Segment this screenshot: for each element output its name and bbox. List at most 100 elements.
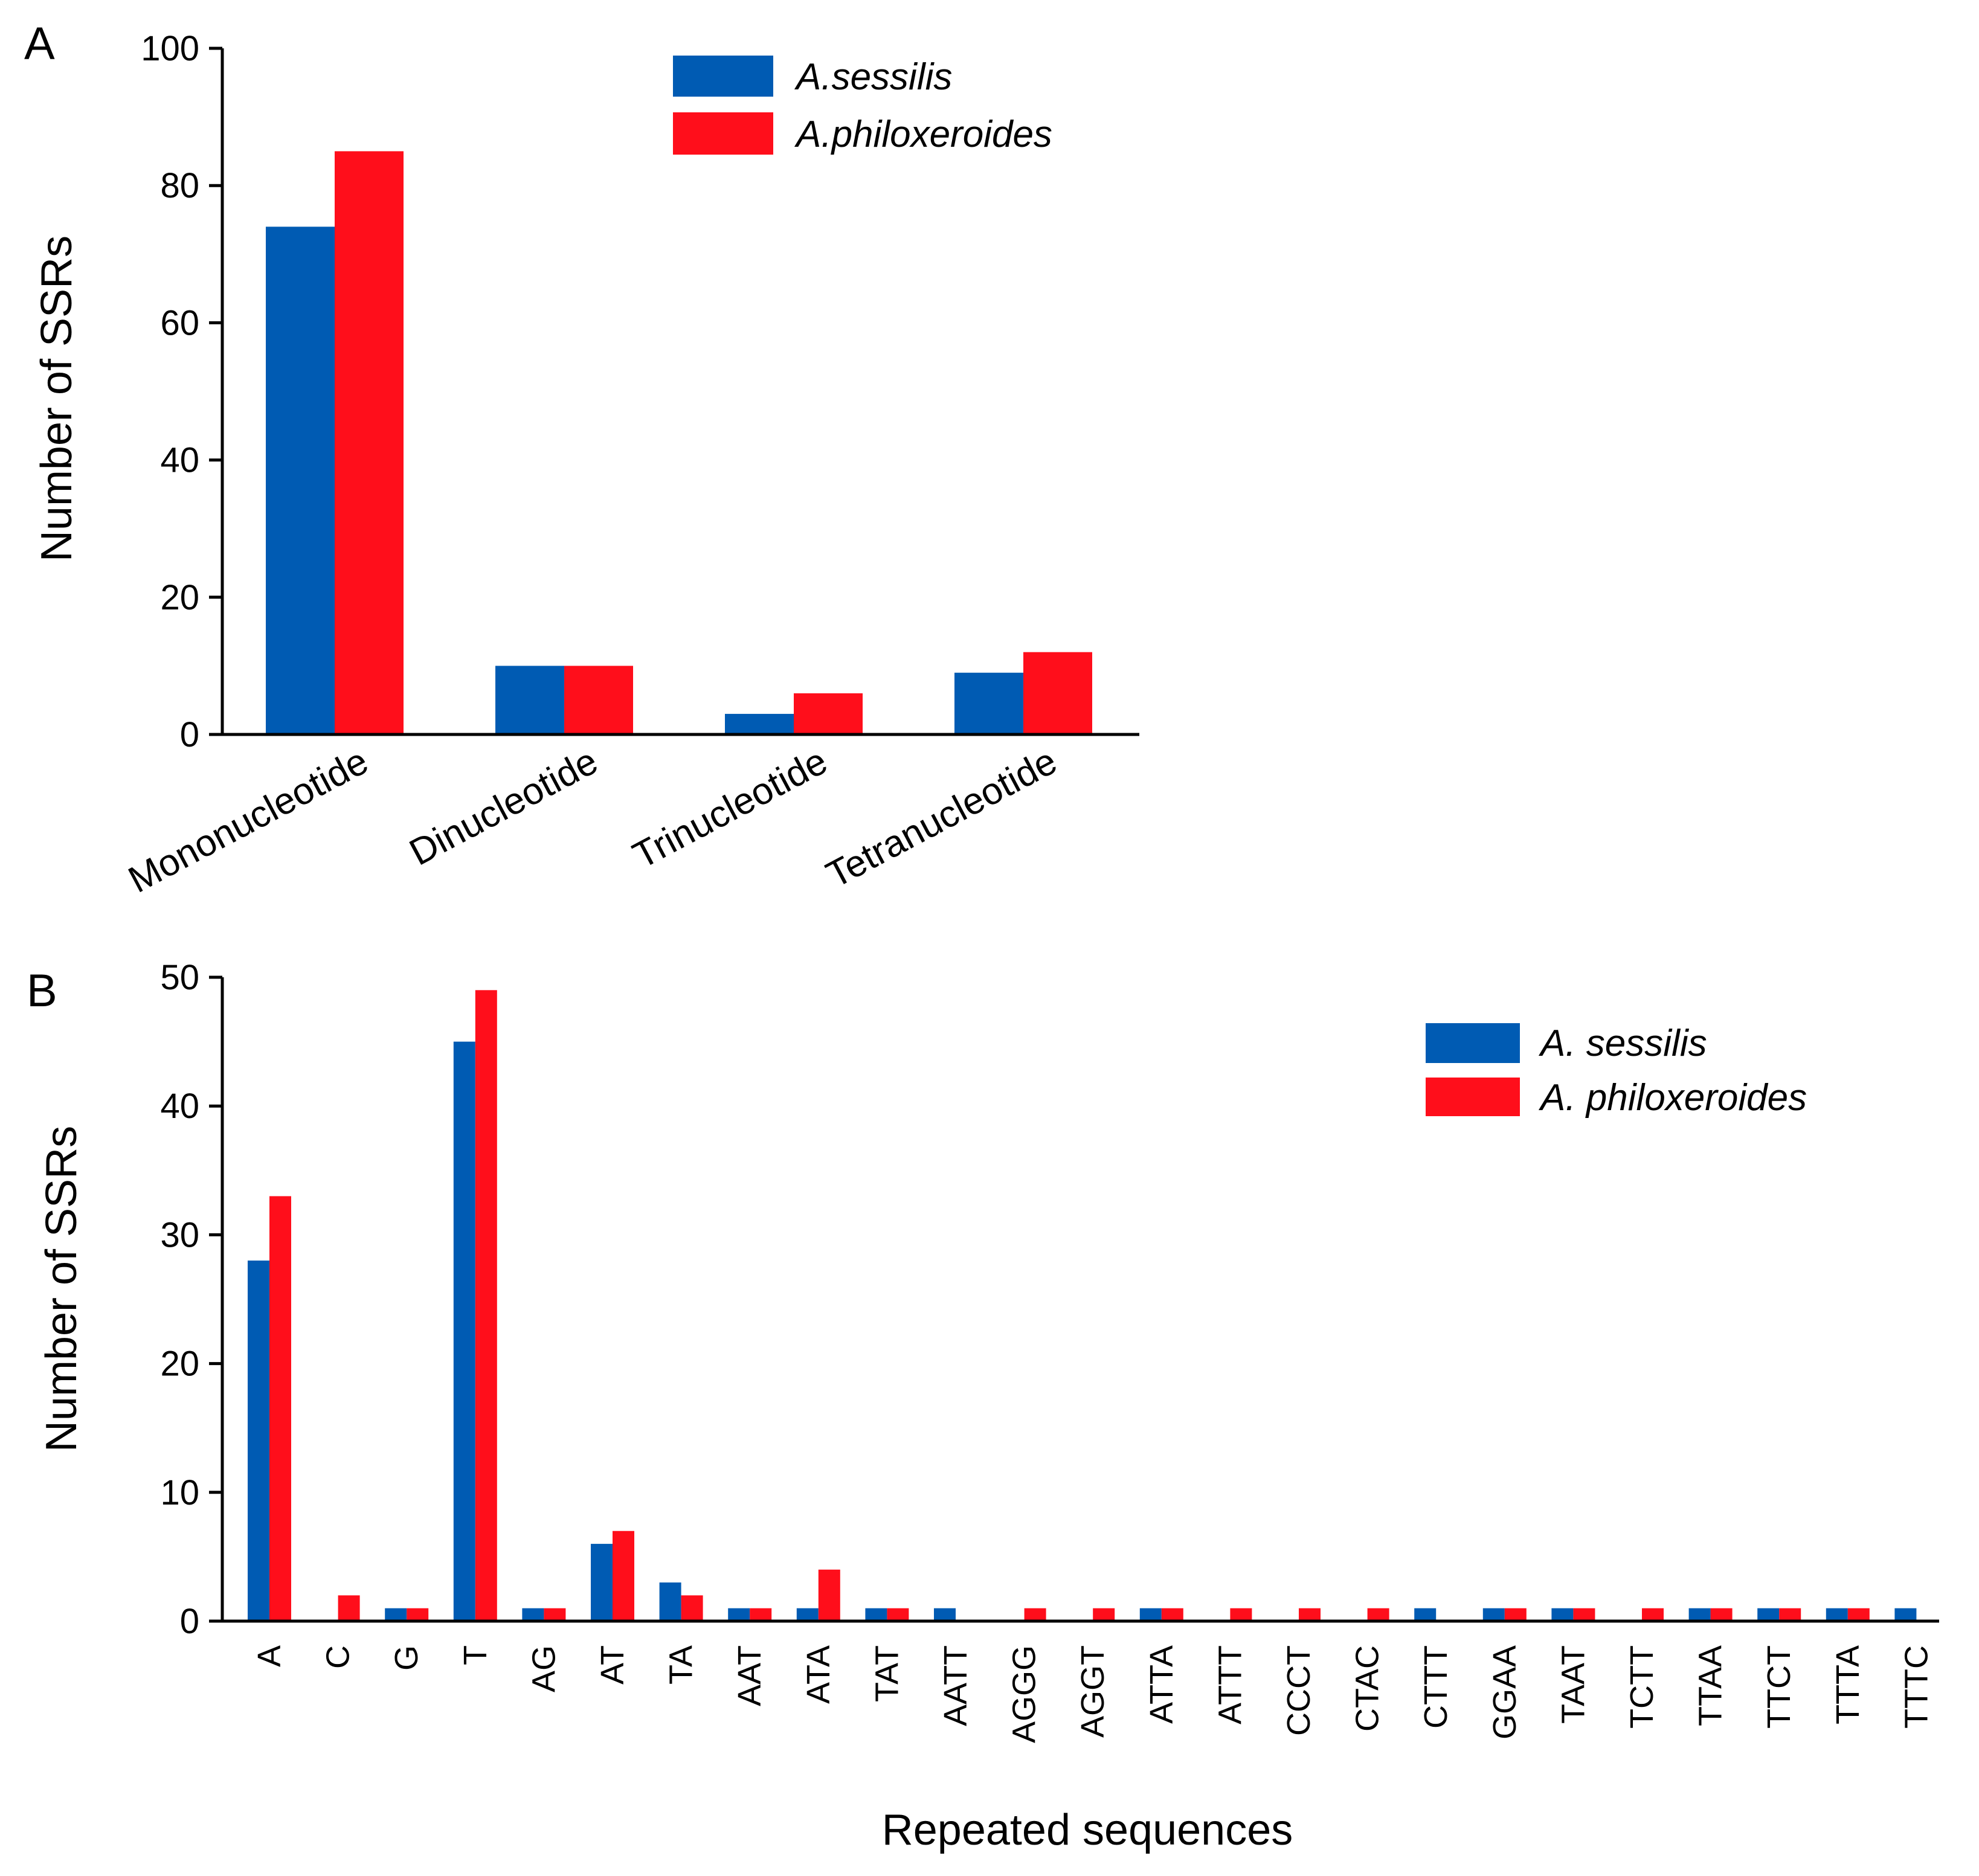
panel-b-bar-attt-a-philoxeroides (1230, 1608, 1252, 1621)
panel-a-legend-swatch-sessilis (673, 56, 773, 97)
panel-a-letter: A (24, 18, 55, 69)
panel-b-category-label-taat: TAAT (1555, 1645, 1591, 1724)
panel-b-category-labels: A C G T AG AT TA AAT ATA TAT AATT AGGG AGGT ATTA ATTT C… (251, 1645, 1934, 1743)
panel-b-bar-ata-a-philoxeroides (818, 1569, 840, 1621)
panel-b-bar-ttaa-a-sessilis (1688, 1608, 1711, 1621)
panel-b-x-axis-title: Repeated sequences (882, 1806, 1293, 1854)
panel-a-y-tick-label-60: 60 (160, 303, 199, 342)
panel-b-category-label-tttc: TTTC (1898, 1645, 1934, 1729)
panel-a-bar-trinucleotide-a-sessilis (725, 713, 794, 734)
panel-a-legend-label-philoxeroides: A.philoxeroides (794, 114, 1052, 155)
panel-a-y-axis-title: Number of SSRs (33, 236, 81, 562)
panel-a-y-ticks: 0 20 40 60 80 100 (141, 29, 222, 754)
panel-b-category-label-aat: AAT (732, 1645, 768, 1706)
panel-b-bar-g-a-philoxeroides (407, 1608, 429, 1621)
panel-b-y-axis-title: Number of SSRs (37, 1126, 86, 1452)
panel-b-category-label-aggt: AGGT (1075, 1645, 1111, 1738)
panel-b-bar-aat-a-philoxeroides (750, 1608, 772, 1621)
panel-b-legend-label-philoxeroides: A. philoxeroides (1538, 1077, 1807, 1119)
panel-a-legend-label-sessilis: A.sessilis (794, 56, 952, 98)
panel-b-bar-ccct-a-philoxeroides (1299, 1608, 1321, 1621)
panel-b-bar-tttc-a-sessilis (1894, 1608, 1917, 1621)
panel-b-category-label-tctt: TCTT (1624, 1645, 1660, 1729)
panel-b-category-label-aggg: AGGG (1006, 1645, 1043, 1743)
panel-b-y-tick-label-10: 10 (160, 1473, 199, 1512)
panel-b-bar-atta-a-sessilis (1139, 1608, 1162, 1621)
panel-b-category-label-atta: ATTA (1144, 1645, 1180, 1724)
panel-a-bar-mononucleotide-a-sessilis (266, 226, 335, 734)
panel-b-category-label-attt: ATTT (1212, 1645, 1248, 1724)
panel-b-bar-t-a-philoxeroides (475, 990, 497, 1621)
panel-b-bar-a-a-philoxeroides (269, 1196, 291, 1621)
panel-b-bar-ttta-a-sessilis (1826, 1608, 1848, 1621)
panel-b-bar-ta-a-philoxeroides (681, 1595, 703, 1621)
panel-a-category-label-mononucleotide: Mononucleotide (122, 740, 375, 901)
panel-a-bar-trinucleotide-a-philoxeroides (794, 693, 863, 734)
panel-b-bar-ta-a-sessilis (659, 1582, 681, 1621)
panel-a-bar-tetranucleotide-a-sessilis (954, 672, 1023, 734)
panel-b-bar-ttct-a-sessilis (1757, 1608, 1780, 1621)
panel-b-bar-aat-a-sessilis (728, 1608, 750, 1621)
panel-a-category-label-dinucleotide: Dinucleotide (403, 740, 605, 873)
panel-b-category-label-c: C (320, 1645, 356, 1669)
panel-b-bar-g-a-sessilis (385, 1608, 407, 1621)
panel-a-y-tick-label-40: 40 (160, 441, 199, 480)
panel-b-bar-tat-a-philoxeroides (887, 1608, 909, 1621)
panel-b-category-label-ccct: CCCT (1281, 1645, 1317, 1736)
panel-a-category-labels: Mononucleotide Dinucleotide TrinucleotideT… (122, 740, 1064, 901)
panel-b-category-label-ta: TA (663, 1645, 700, 1685)
panel-b-category-label-g: G (388, 1645, 425, 1671)
panel-b-y-tick-label-30: 30 (160, 1215, 199, 1254)
panel-b-category-label-ag: AG (526, 1645, 562, 1692)
panel-b-bar-ata-a-sessilis (796, 1608, 819, 1621)
panel-b-category-label-tat: TAT (869, 1645, 905, 1702)
panel-a-category-label-trinucleotide: Trinucleotide (626, 740, 834, 876)
panel-b-category-label-ttta: TTTA (1830, 1645, 1866, 1724)
panel-b-y-tick-label-50: 50 (160, 958, 199, 997)
panel-b-bar-ag-a-sessilis (522, 1608, 544, 1621)
panel-b-legend-swatch-sessilis (1426, 1023, 1520, 1063)
panel-a-y-tick-label-80: 80 (160, 166, 199, 205)
panel-b-category-label-aatt: AATT (938, 1645, 974, 1726)
panel-a-y-tick-label-20: 20 (160, 578, 199, 617)
panel-b-bar-aatt-a-sessilis (934, 1608, 956, 1621)
panel-b-bar-tat-a-sessilis (865, 1608, 887, 1621)
panel-a-bars (266, 151, 1092, 734)
panel-b-bar-ttct-a-philoxeroides (1779, 1608, 1801, 1621)
panel-b-bar-aggt-a-philoxeroides (1093, 1608, 1115, 1621)
panel-b-legend-label-sessilis: A. sessilis (1538, 1023, 1707, 1064)
panel-b-bars (248, 990, 1917, 1621)
panel-b-bar-at-a-sessilis (591, 1544, 613, 1621)
panel-a-bar-mononucleotide-a-philoxeroides (335, 151, 404, 734)
panel-b-y-tick-label-40: 40 (160, 1087, 199, 1126)
panel-b-bar-aggg-a-philoxeroides (1024, 1608, 1046, 1621)
panel-a-bar-tetranucleotide-a-philoxeroides (1023, 652, 1092, 734)
panel-a: A Number of SSRs 0 20 40 60 80 100 Mononucleo… (24, 18, 1139, 901)
panel-b-category-label-ggaa: GGAA (1487, 1645, 1523, 1739)
panel-b-category-label-ttaa: TTAA (1693, 1645, 1729, 1726)
panel-a-bar-dinucleotide-a-philoxeroides (564, 666, 633, 734)
panel-b-bar-t-a-sessilis (453, 1041, 475, 1621)
panel-b-bar-ctac-a-philoxeroides (1367, 1608, 1389, 1621)
panel-b-bar-cttt-a-sessilis (1414, 1608, 1437, 1621)
panel-a-category-label-tetranucleotide: Tetranucleotide (820, 740, 1064, 896)
panel-a-legend-swatch-philoxeroides (673, 112, 773, 155)
panel-a-legend: A.sessilis A.philoxeroides (673, 56, 1052, 155)
panel-b-category-label-ctac: CTAC (1350, 1645, 1386, 1732)
panel-a-y-tick-label-0: 0 (180, 715, 199, 754)
panel-b-bar-a-a-sessilis (248, 1261, 269, 1621)
panel-b-bar-tctt-a-philoxeroides (1642, 1608, 1664, 1621)
panel-b-bar-ggaa-a-sessilis (1482, 1608, 1505, 1621)
panel-b-bar-at-a-philoxeroides (613, 1531, 634, 1621)
panel-b-category-label-cttt: CTTT (1418, 1645, 1454, 1729)
panel-b-legend-swatch-philoxeroides (1426, 1078, 1520, 1116)
panel-b-letter: B (27, 965, 57, 1017)
panel-b-bar-ggaa-a-philoxeroides (1504, 1608, 1527, 1621)
panel-b-y-ticks: 0 10 20 30 40 50 (160, 958, 222, 1641)
panel-b-y-tick-label-20: 20 (160, 1344, 199, 1384)
panel-b-bar-ag-a-philoxeroides (544, 1608, 566, 1621)
panel-a-bar-dinucleotide-a-sessilis (495, 666, 564, 734)
panel-b-bar-taat-a-philoxeroides (1573, 1608, 1595, 1621)
